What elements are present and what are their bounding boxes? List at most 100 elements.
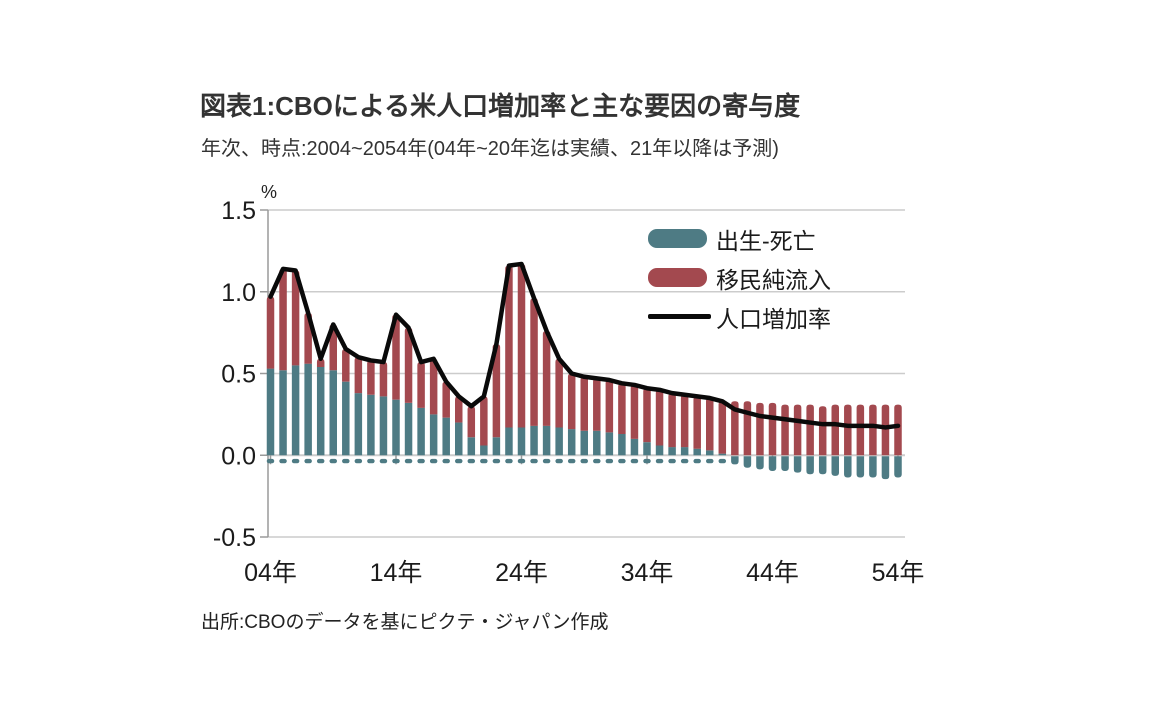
bar-cap-stub <box>279 458 287 464</box>
bar-net-immigration <box>869 404 877 456</box>
bar-cap-stub <box>304 458 312 464</box>
bar-net-immigration <box>404 327 413 403</box>
x-tick-label: 34年 <box>621 559 674 587</box>
y-axis-unit-label: % <box>261 182 278 202</box>
x-tick-label: 54年 <box>872 559 925 587</box>
bar-net-immigration <box>881 404 890 456</box>
bar-cap-stub <box>530 458 538 464</box>
bar-net-immigration <box>618 383 626 434</box>
bar-cap-stub <box>467 458 476 464</box>
bar-births-deaths <box>505 427 513 456</box>
bar-net-immigration <box>429 358 438 415</box>
bar-cap-stub <box>668 458 676 464</box>
bar-births-deaths <box>706 450 714 456</box>
bar-net-immigration <box>693 396 701 449</box>
bar-net-immigration <box>530 298 538 426</box>
bar-cap-stub <box>693 458 701 464</box>
bar-net-immigration <box>480 396 488 446</box>
bar-births-deaths <box>429 414 438 456</box>
bar-cap-stub <box>266 458 275 464</box>
bar-cap-stub <box>718 458 727 464</box>
bar-net-immigration <box>316 358 325 367</box>
bar-births-deaths <box>542 425 551 456</box>
bar-cap-stub <box>567 458 576 464</box>
bar-cap-stub <box>354 458 363 464</box>
bar-cap-stub <box>580 458 588 464</box>
bar-births-deaths <box>643 442 651 456</box>
bar-net-immigration <box>643 388 651 443</box>
legend-row-net-immigration: 移民純流入 <box>648 258 948 297</box>
bar-births-deaths <box>455 422 463 456</box>
bar-births-deaths-negative <box>881 456 890 480</box>
bar-net-immigration <box>367 360 375 395</box>
bar-net-immigration <box>630 384 639 439</box>
bar-net-immigration <box>492 344 501 438</box>
bar-births-deaths-negative <box>743 456 752 468</box>
bar-net-immigration <box>567 373 576 430</box>
y-tick-label: 0.5 <box>221 361 256 389</box>
bar-births-deaths <box>354 393 363 456</box>
bar-cap-stub <box>593 458 601 464</box>
bar-births-deaths <box>605 432 614 456</box>
bar-cap-stub <box>492 458 501 464</box>
bar-net-immigration <box>291 270 300 366</box>
bar-net-immigration <box>706 398 714 451</box>
bar-births-deaths <box>316 366 325 456</box>
bar-net-immigration <box>266 296 275 369</box>
births-deaths-swatch-icon <box>648 229 707 248</box>
bar-births-deaths <box>668 447 676 456</box>
y-tick-label: -0.5 <box>213 524 256 552</box>
bar-births-deaths <box>593 430 601 456</box>
bar-births-deaths <box>417 407 425 456</box>
bar-cap-stub <box>417 458 425 464</box>
bar-births-deaths <box>266 368 275 456</box>
bar-births-deaths <box>655 445 664 456</box>
bar-births-deaths-negative <box>869 456 877 478</box>
bar-net-immigration <box>542 330 551 426</box>
y-tick-label: 1.5 <box>221 197 256 225</box>
bar-cap-stub <box>379 458 388 464</box>
bar-cap-stub <box>329 458 337 464</box>
bar-births-deaths-negative <box>781 456 789 471</box>
bar-net-immigration <box>455 396 463 423</box>
bar-cap-stub <box>480 458 488 464</box>
y-tick-label: 1.0 <box>221 279 256 307</box>
bar-net-immigration <box>467 406 476 438</box>
bar-births-deaths <box>342 381 350 456</box>
x-tick-label: 14年 <box>370 559 423 587</box>
bar-births-deaths <box>442 417 450 456</box>
chart-title: 図表1:CBOによる米人口増加率と主な要因の寄与度 <box>200 91 801 121</box>
bar-cap-stub <box>316 458 325 464</box>
bar-net-immigration <box>668 393 676 448</box>
bar-cap-stub <box>442 458 450 464</box>
bar-births-deaths <box>718 453 727 456</box>
y-tick-label: 0.0 <box>221 442 256 470</box>
bar-births-deaths <box>630 438 639 456</box>
bar-births-deaths-negative <box>856 456 865 478</box>
bar-net-immigration <box>768 402 777 456</box>
source-note: 出所:CBOのデータを基にピクテ・ジャパン作成 <box>201 612 609 633</box>
x-tick-label: 44年 <box>746 559 799 587</box>
bar-net-immigration <box>505 265 513 428</box>
bar-net-immigration <box>806 404 814 456</box>
bar-net-immigration <box>442 381 450 418</box>
bar-net-immigration <box>655 389 664 446</box>
bar-cap-stub <box>505 458 513 464</box>
bar-births-deaths-negative <box>806 456 814 475</box>
legend-row-growth-rate: 人口増加率 <box>648 297 948 336</box>
bar-births-deaths <box>492 437 501 456</box>
bar-births-deaths <box>379 396 388 456</box>
bar-net-immigration <box>844 404 852 456</box>
bar-births-deaths-negative <box>756 456 764 470</box>
bar-net-immigration <box>279 268 287 371</box>
bar-births-deaths <box>567 429 576 456</box>
bar-births-deaths <box>291 365 300 456</box>
bar-cap-stub <box>643 458 651 464</box>
bar-net-immigration <box>756 402 764 456</box>
bar-cap-stub <box>367 458 375 464</box>
bar-cap-stub <box>392 458 400 464</box>
bar-births-deaths <box>480 445 488 456</box>
bar-births-deaths-negative <box>831 456 839 476</box>
